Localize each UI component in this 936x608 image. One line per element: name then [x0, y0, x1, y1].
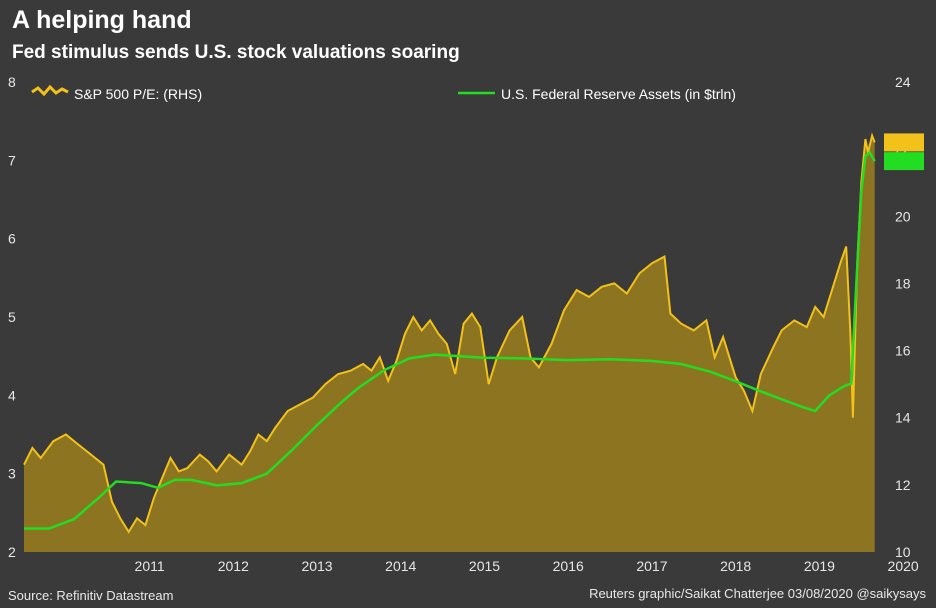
fed-end-tag	[884, 152, 924, 171]
x-tick-label: 2014	[385, 558, 416, 574]
left-tick-label: 3	[8, 466, 16, 482]
chart-subtitle: Fed stimulus sends U.S. stock valuations…	[12, 42, 460, 63]
left-tick-label: 6	[8, 231, 16, 247]
right-tick-label: 24	[895, 74, 911, 90]
right-tick-label: 10	[895, 544, 911, 560]
legend-label-fed: U.S. Federal Reserve Assets (in $trln)	[501, 86, 736, 102]
x-tick-label: 2017	[636, 558, 667, 574]
x-tick-label: 2015	[469, 558, 500, 574]
right-axis: 1012141618202224	[895, 74, 911, 560]
left-tick-label: 8	[8, 74, 16, 90]
pe-end-tag	[884, 133, 924, 152]
x-tick-label: 2011	[135, 558, 165, 574]
legend-swatch-pe	[31, 84, 69, 97]
left-tick-label: 2	[8, 544, 16, 560]
right-tick-label: 20	[895, 208, 911, 224]
end-value-tags	[884, 133, 924, 171]
pe-series-line	[23, 132, 876, 534]
left-tick-label: 7	[8, 152, 16, 168]
x-tick-label: 2013	[301, 558, 332, 574]
right-tick-label: 12	[895, 477, 911, 493]
left-axis: 2 3 4 5 6 7 8	[8, 74, 16, 560]
pe-area-fill	[24, 135, 875, 552]
right-tick-label: 16	[895, 343, 911, 359]
right-tick-label: 14	[895, 410, 911, 426]
credit-note: Reuters graphic/Saikat Chatterjee 03/08/…	[589, 586, 926, 601]
x-tick-label: 2020	[888, 558, 919, 574]
legend: S&P 500 P/E: (RHS) U.S. Federal Reserve …	[31, 84, 736, 102]
fed-series-line	[24, 150, 876, 530]
x-axis: 2011 2012 2013 2014 2015 2016 2017 2018 2019 2020	[135, 558, 919, 574]
x-tick-label: 2016	[553, 558, 584, 574]
legend-label-pe: S&P 500 P/E: (RHS)	[74, 86, 202, 102]
source-note: Source: Refinitiv Datastream	[8, 588, 174, 603]
right-tick-label: 18	[895, 275, 911, 291]
x-tick-label: 2019	[804, 558, 835, 574]
left-tick-label: 4	[8, 387, 16, 403]
left-tick-label: 5	[8, 309, 16, 325]
chart-title: A helping hand	[12, 6, 192, 34]
x-tick-label: 2018	[720, 558, 751, 574]
x-tick-label: 2012	[218, 558, 249, 574]
